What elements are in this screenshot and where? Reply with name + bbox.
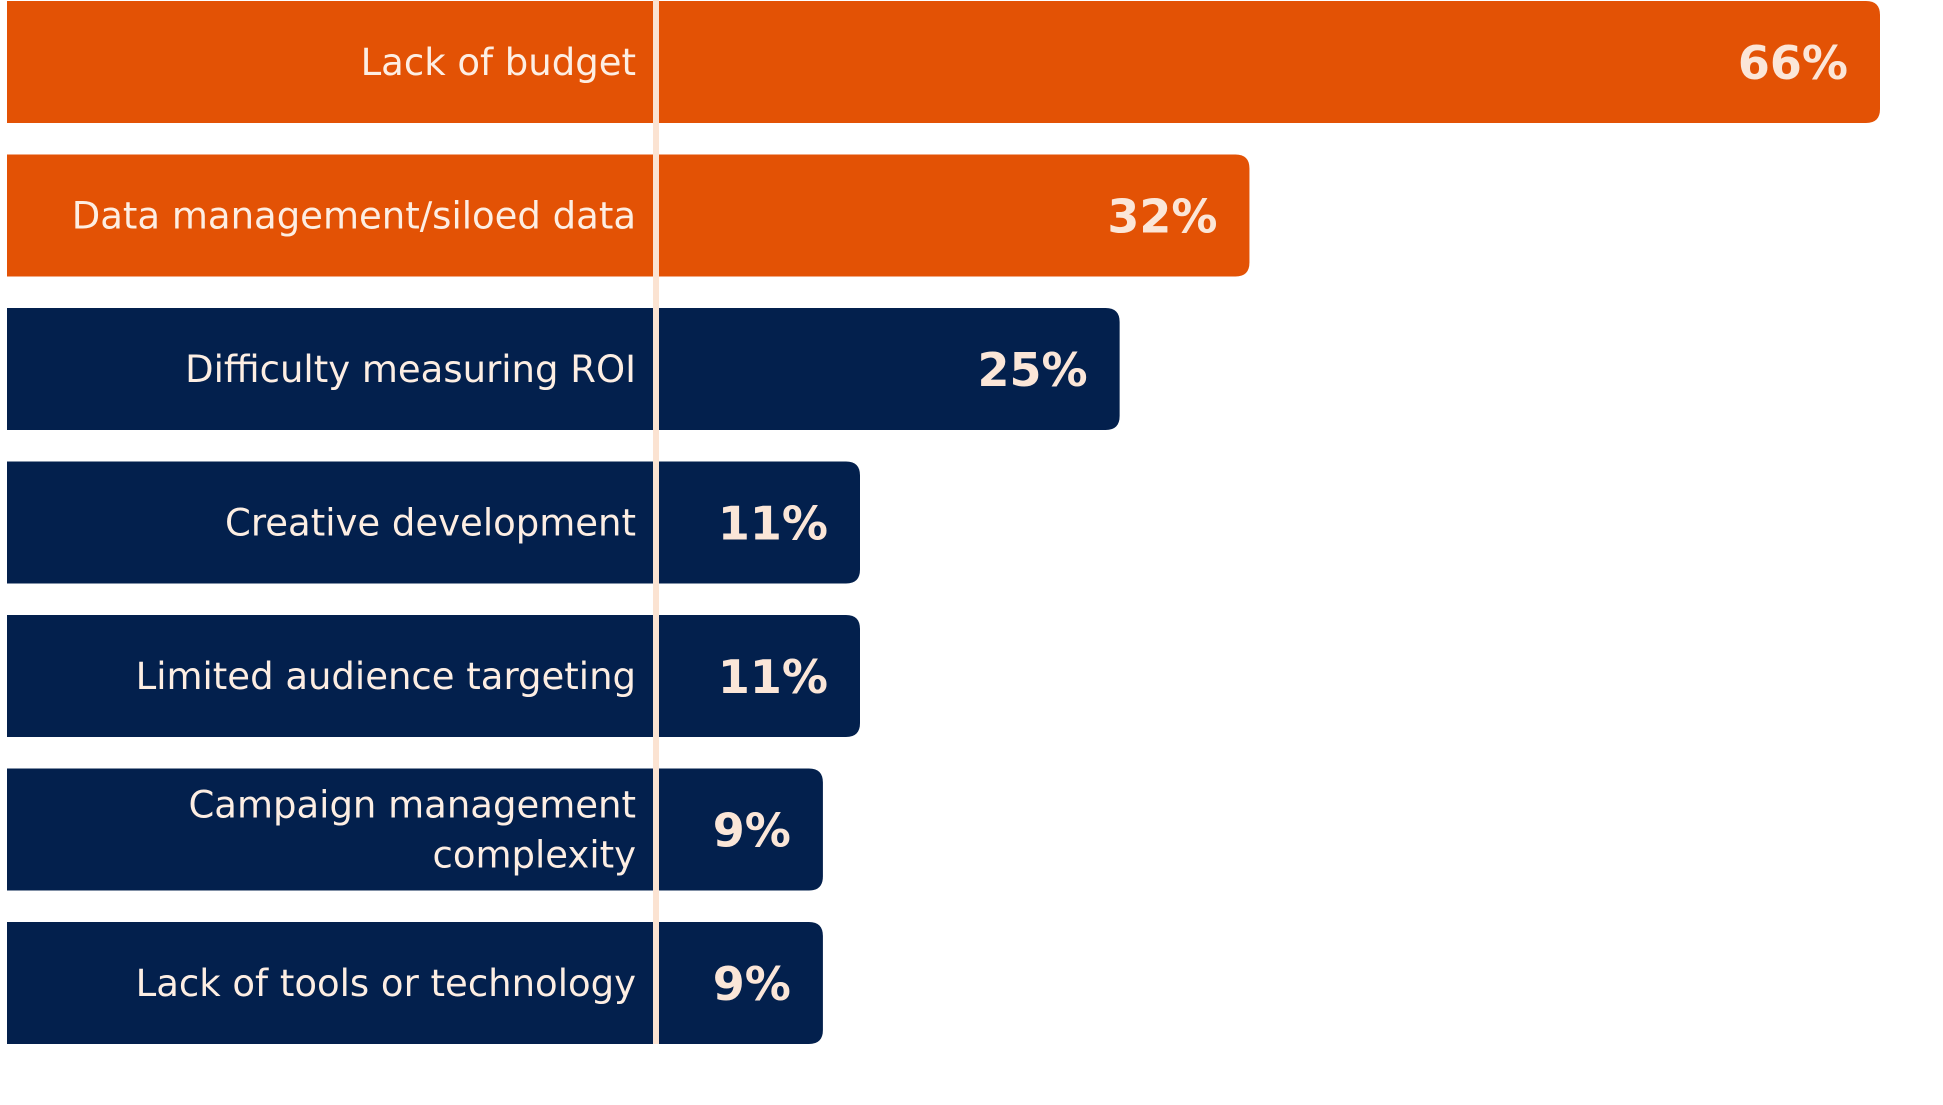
bars-group <box>7 1 1880 1044</box>
category-label-line: Limited audience targeting <box>136 655 636 698</box>
category-label-line: Difficulty measuring ROI <box>185 348 636 391</box>
value-labels-group: 66% 32% 25% 11% 11% 9% 9% <box>713 36 1848 1011</box>
value-label: 11% <box>718 497 828 551</box>
value-label: 25% <box>978 343 1088 397</box>
category-label-line: Creative development <box>225 502 636 545</box>
category-label-line: Data management/siloed data <box>72 195 636 238</box>
bar-1 <box>7 1 1880 123</box>
bar-5 <box>7 615 860 737</box>
value-label: 32% <box>1107 190 1217 244</box>
category-label-line: Lack of budget <box>361 41 636 84</box>
bar-3 <box>7 308 1120 430</box>
category-label: Creative development <box>225 502 636 545</box>
category-label: Campaign management complexity <box>188 784 636 877</box>
category-label-line: Lack of tools or technology <box>136 962 636 1005</box>
value-label: 9% <box>713 804 791 858</box>
value-label: 66% <box>1738 36 1848 90</box>
category-label: Lack of tools or technology <box>136 962 636 1005</box>
category-labels-group: Lack of budget Data management/siloed dat… <box>72 41 636 1005</box>
category-label: Limited audience targeting <box>136 655 636 698</box>
category-label: Data management/siloed data <box>72 195 636 238</box>
bar-4 <box>7 461 860 584</box>
bar-2 <box>7 154 1250 277</box>
category-label: Difficulty measuring ROI <box>185 348 636 391</box>
bar-6 <box>7 768 823 891</box>
category-label-line: Campaign management <box>188 784 636 827</box>
bar-7 <box>7 922 823 1044</box>
value-label: 9% <box>713 957 791 1011</box>
category-label: Lack of budget <box>361 41 636 84</box>
value-label: 11% <box>718 650 828 704</box>
category-label-line: complexity <box>433 834 636 877</box>
